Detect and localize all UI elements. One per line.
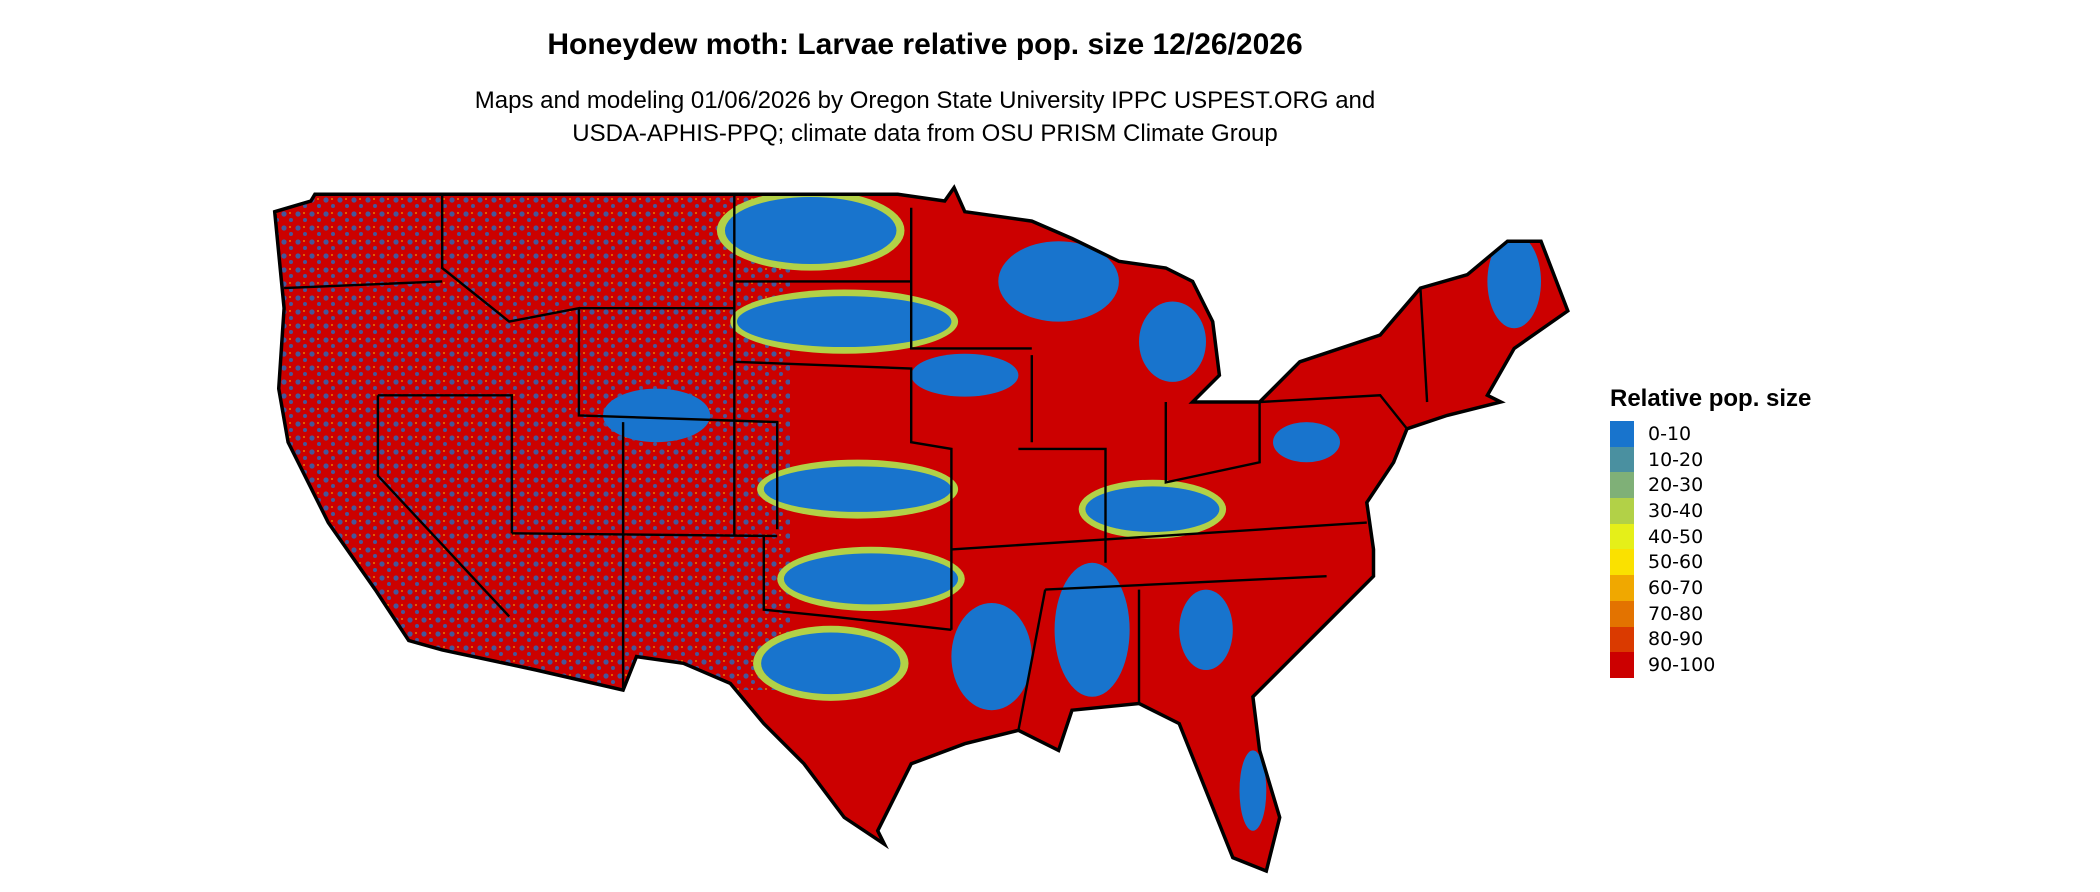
subtitle-line-1: Maps and modeling 01/06/2026 by Oregon S… bbox=[474, 87, 1376, 114]
legend-item: 30-40 bbox=[1610, 498, 1811, 524]
legend-item: 90-100 bbox=[1610, 652, 1811, 678]
state-borders bbox=[284, 194, 1429, 731]
legend-label: 40-50 bbox=[1648, 525, 1704, 548]
legend-label: 70-80 bbox=[1648, 602, 1704, 625]
legend-swatch bbox=[1610, 523, 1634, 550]
legend-item: 40-50 bbox=[1610, 523, 1811, 550]
legend-swatch bbox=[1610, 652, 1634, 678]
legend-swatch bbox=[1610, 498, 1634, 524]
legend-item: 70-80 bbox=[1610, 600, 1811, 627]
subtitle-line-2: USDA-APHIS-PPQ; climate data from OSU PR… bbox=[572, 120, 1278, 147]
legend-swatch bbox=[1610, 600, 1634, 627]
legend-swatch bbox=[1610, 626, 1634, 653]
legend-item: 60-70 bbox=[1610, 575, 1811, 601]
legend-swatch bbox=[1610, 472, 1634, 499]
legend-label: 60-70 bbox=[1648, 576, 1704, 599]
legend-items: 0-10 10-20 20-30 30-40 40-50 50-60 60-70 70-80 8… bbox=[1610, 421, 1811, 678]
legend-swatch bbox=[1610, 549, 1634, 576]
map-subtitle: Maps and modeling 01/06/2026 by Oregon S… bbox=[0, 84, 1850, 150]
legend-label: 50-60 bbox=[1648, 551, 1704, 574]
legend-swatch bbox=[1610, 446, 1634, 473]
legend-item: 50-60 bbox=[1610, 549, 1811, 576]
legend-item: 80-90 bbox=[1610, 626, 1811, 653]
legend-label: 20-30 bbox=[1648, 474, 1704, 497]
legend: Relative pop. size 0-10 10-20 20-30 30-40 40… bbox=[1610, 385, 1811, 678]
map-fill bbox=[274, 187, 1568, 871]
legend-label: 80-90 bbox=[1648, 628, 1704, 651]
low-pop-areas bbox=[603, 190, 1541, 831]
western-mixed-area bbox=[274, 187, 790, 690]
legend-item: 10-20 bbox=[1610, 446, 1811, 473]
legend-label: 90-100 bbox=[1648, 654, 1716, 677]
legend-swatch bbox=[1610, 575, 1634, 601]
legend-swatch bbox=[1610, 421, 1634, 447]
map-title: Honeydew moth: Larvae relative pop. size… bbox=[547, 28, 1303, 61]
legend-label: 0-10 bbox=[1648, 422, 1692, 445]
legend-item: 0-10 bbox=[1610, 421, 1811, 447]
legend-label: 10-20 bbox=[1648, 448, 1704, 471]
legend-item: 20-30 bbox=[1610, 472, 1811, 499]
legend-title: Relative pop. size bbox=[1610, 385, 1812, 412]
legend-label: 30-40 bbox=[1648, 499, 1704, 522]
